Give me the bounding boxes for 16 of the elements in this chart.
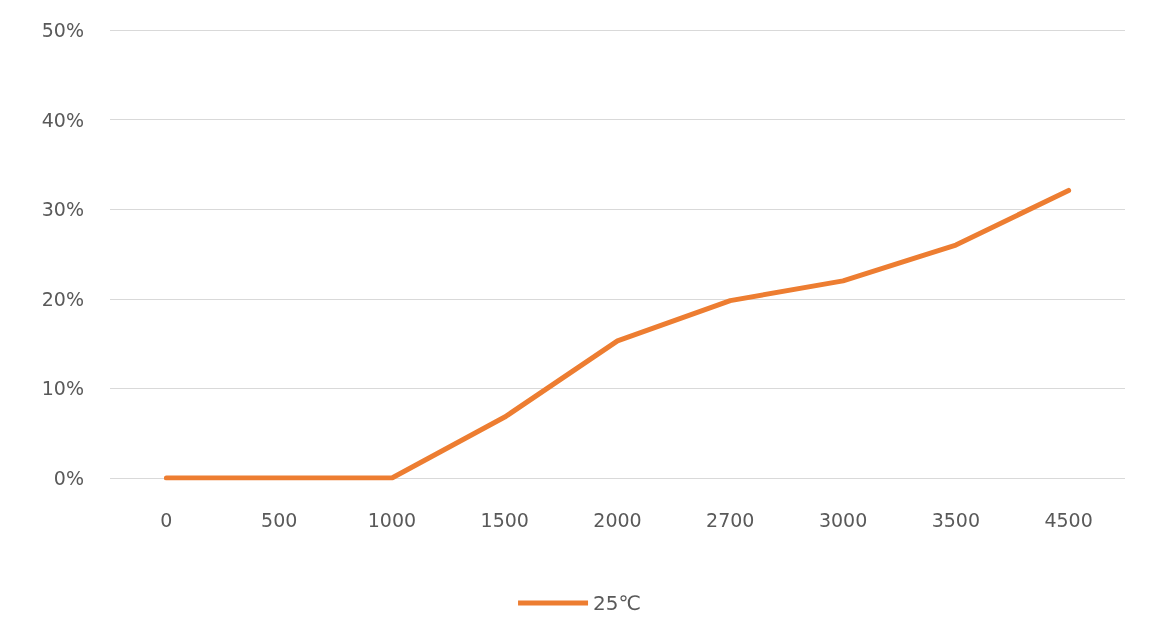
y-tick-label: 40% [41,108,84,131]
x-tick-label: 1500 [480,508,529,531]
y-tick-label: 0% [53,467,84,489]
x-tick-label: 4500 [1044,508,1093,531]
x-tick-label: 500 [261,508,298,531]
x-tick-label: 0 [160,508,173,531]
legend-label: 25℃ [593,591,641,615]
x-tick-label: 1000 [367,508,417,531]
x-tick-label: 3000 [818,508,868,531]
x-tick-label: 2000 [593,508,642,531]
y-tick-label: 10% [41,377,84,400]
y-tick-label: 20% [41,287,84,310]
x-tick-label: 3500 [931,508,981,531]
y-tick-label: 30% [41,198,84,221]
x-tick-label: 2700 [706,508,755,531]
y-tick-label: 50% [41,19,84,41]
